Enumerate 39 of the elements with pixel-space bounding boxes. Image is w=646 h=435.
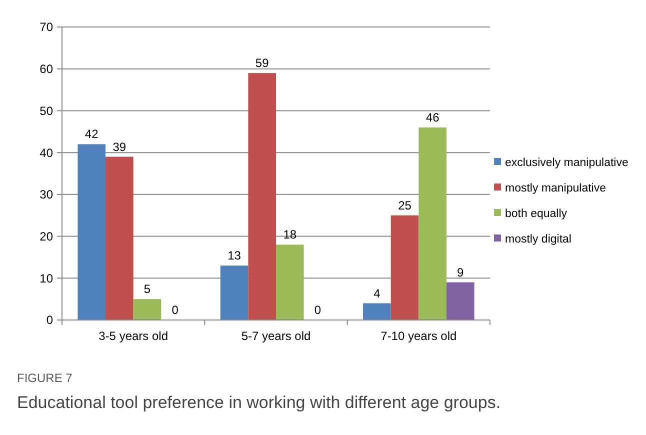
y-tick-label: 0 <box>46 313 54 328</box>
data-label: 46 <box>426 110 440 124</box>
data-label: 25 <box>398 198 412 212</box>
x-tick-label: 5-7 years old <box>241 329 311 343</box>
legend-label: mostly manipulative <box>505 182 606 195</box>
bar <box>390 215 419 320</box>
y-tick-label: 10 <box>40 271 54 286</box>
legend-label: both equally <box>505 208 568 220</box>
bar <box>248 73 276 320</box>
caption: FIGURE 7 <box>17 371 73 385</box>
bar <box>78 144 106 320</box>
y-tick-label: 50 <box>40 104 54 118</box>
data-label: 18 <box>283 228 297 242</box>
x-tick-label: 3-5 years old <box>98 329 168 343</box>
text: Educational tool preference in working with different age groups. <box>17 393 501 412</box>
y-tick-label: 70 <box>40 20 54 34</box>
data-label: 13 <box>228 248 242 263</box>
data-label: 39 <box>112 140 126 154</box>
y-tick-label: 60 <box>40 62 54 76</box>
data-label: 59 <box>255 56 270 70</box>
bar <box>276 244 304 320</box>
data-label: 4 <box>374 286 381 300</box>
bar <box>220 266 248 320</box>
y-tick-label: 20 <box>40 229 54 244</box>
legend-label: exclusively manipulative <box>505 157 628 170</box>
data-label: 9 <box>457 265 464 280</box>
y-tick-label: 40 <box>40 146 54 160</box>
data-label: 0 <box>172 303 179 317</box>
bar <box>363 303 391 320</box>
data-label: 42 <box>84 127 99 142</box>
legend-label: mostly digital <box>505 234 572 246</box>
data-label: 5 <box>144 282 151 296</box>
bar <box>133 299 162 320</box>
data-label: 0 <box>314 303 322 317</box>
bar <box>446 282 474 320</box>
bar <box>418 127 446 320</box>
bar <box>106 156 134 320</box>
x-tick-label: 7-10 years old <box>380 329 457 343</box>
y-tick-label: 30 <box>40 188 54 202</box>
